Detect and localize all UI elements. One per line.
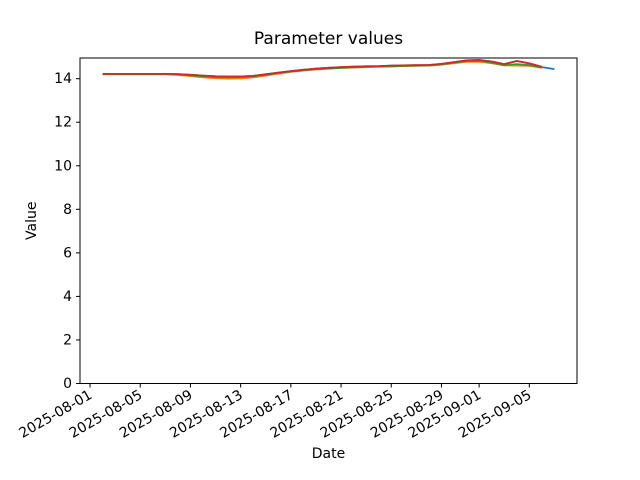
line-4 (102, 59, 543, 78)
y-tick-label: 0 (63, 376, 72, 392)
y-tick-label: 2 (63, 332, 72, 348)
y-tick-label: 14 (54, 71, 72, 87)
y-tick-label: 4 (63, 289, 72, 305)
x-axis-label: Date (311, 446, 346, 462)
y-tick-label: 12 (54, 115, 72, 131)
y-tick-label: 10 (54, 158, 72, 174)
y-tick-label: 6 (63, 245, 72, 261)
chart-title: Parameter values (253, 29, 404, 49)
y-tick-label: 8 (63, 202, 72, 218)
line-2 (102, 60, 543, 80)
axes-frame (79, 57, 578, 384)
